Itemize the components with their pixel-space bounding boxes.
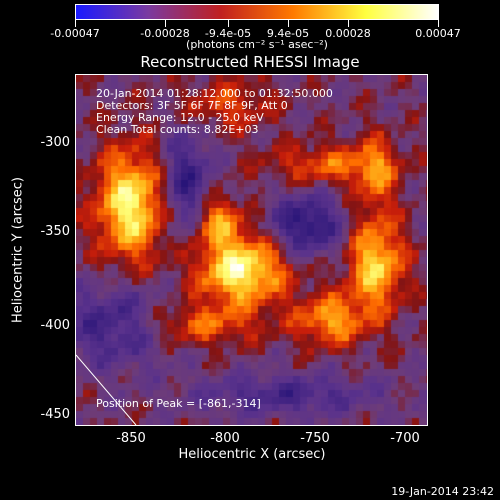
y-axis-label: Heliocentric Y (arcsec) — [10, 177, 26, 323]
y-tick-label: -300 — [40, 135, 70, 150]
timestamp: 19-Jan-2014 23:42 — [391, 485, 494, 498]
colorbar-tick — [228, 20, 229, 27]
colorbar-ticks — [75, 20, 439, 28]
x-axis-label: Heliocentric X (arcsec) — [178, 447, 326, 462]
y-tick-label: -350 — [40, 224, 70, 239]
colorbar-tick — [438, 20, 439, 27]
x-tick-label: -750 — [300, 431, 330, 446]
y-tick-label: -400 — [40, 318, 70, 333]
reconstructed-image — [76, 75, 427, 425]
plot-title: Reconstructed RHESSI Image — [140, 53, 360, 71]
limb-overlay — [76, 354, 137, 425]
solar-limb-line — [76, 354, 137, 425]
annotation-peak-position: Position of Peak = [-861,-314] — [96, 397, 261, 410]
colorbar-tick-label: -9.4e-05 — [204, 27, 252, 40]
colorbar-tick — [75, 20, 76, 27]
colorbar-tick-label: -0.00047 — [50, 27, 100, 40]
colorbar-tick — [165, 20, 166, 27]
colorbar-tick — [348, 20, 349, 27]
annotation-time-range: 20-Jan-2014 01:28:12.000 to 01:32:50.000 — [96, 87, 333, 100]
colorbar-tick-label: 0.00028 — [325, 27, 371, 40]
annotation-clean-counts: Clean Total counts: 8.82E+03 — [96, 123, 259, 136]
colorbar — [75, 4, 439, 20]
x-tick-label: -700 — [390, 431, 420, 446]
colorbar-tick-label: 9.4e-05 — [266, 27, 310, 40]
x-tick-label: -800 — [210, 431, 240, 446]
image-plot: 20-Jan-2014 01:28:12.000 to 01:32:50.000… — [75, 74, 428, 426]
x-tick-label: -850 — [116, 431, 146, 446]
annotation-detectors: Detectors: 3F 5F 6F 7F 8F 9F, Att 0 — [96, 99, 288, 112]
annotation-energy-range: Energy Range: 12.0 - 25.0 keV — [96, 111, 264, 124]
y-tick-label: -450 — [40, 407, 70, 422]
colorbar-tick — [288, 20, 289, 27]
colorbar-units: (photons cm⁻² s⁻¹ asec⁻²) — [186, 38, 328, 51]
colorbar-tick-label: 0.00047 — [415, 27, 461, 40]
colorbar-labels: -0.00047 -0.00028 -9.4e-05 9.4e-05 0.00028 0.… — [0, 0, 500, 40]
colorbar-tick-label: -0.00028 — [140, 27, 190, 40]
